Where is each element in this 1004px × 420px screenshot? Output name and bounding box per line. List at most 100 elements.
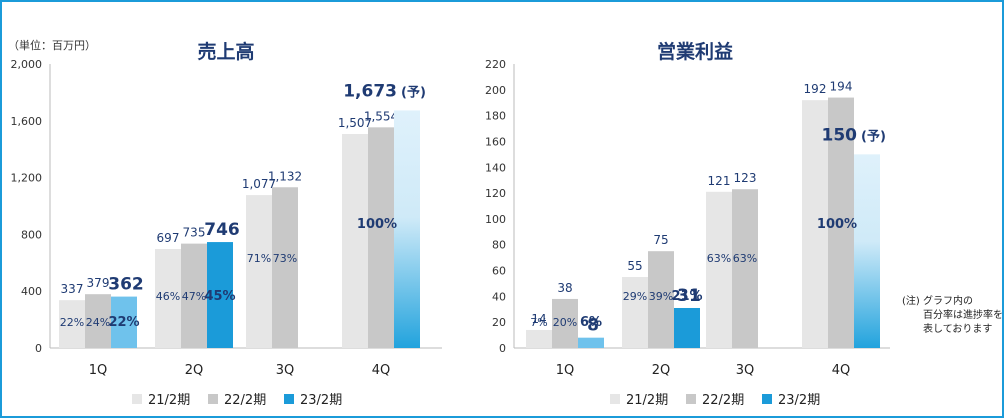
value-label: 697 bbox=[157, 231, 180, 245]
legend-right: 21/2期 22/2期 23/2期 bbox=[610, 393, 820, 408]
value-label-23: 746 bbox=[204, 220, 240, 240]
progress-pct-label: 100% bbox=[357, 217, 397, 232]
bar-22-2期-2Q bbox=[181, 243, 207, 348]
value-label-23: 8 bbox=[587, 316, 599, 336]
forecast-mark-label: (予) bbox=[861, 129, 886, 144]
x-category-label: 3Q bbox=[736, 363, 755, 378]
value-label: 1,077 bbox=[242, 177, 276, 191]
y-tick-label: 140 bbox=[485, 161, 506, 174]
progress-pct-label: 21% bbox=[671, 289, 702, 304]
progress-pct-label: 39% bbox=[649, 290, 673, 303]
value-label: 38 bbox=[557, 281, 572, 295]
bar-21-2期-3Q bbox=[246, 195, 272, 348]
chart-title-sales: 売上高 bbox=[197, 40, 254, 63]
progress-pct-label: 24% bbox=[86, 316, 110, 329]
value-label: 75 bbox=[653, 233, 668, 247]
value-label-23: 362 bbox=[108, 275, 144, 295]
progress-pct-label: 20% bbox=[553, 316, 577, 329]
progress-pct-label: 46% bbox=[156, 290, 180, 303]
y-tick-label: 0 bbox=[35, 342, 42, 355]
legend-label-23: 23/2期 bbox=[778, 393, 820, 408]
y-tick-label: 220 bbox=[485, 58, 506, 71]
legend-swatch-23 bbox=[762, 394, 772, 404]
value-label: 1,554 bbox=[364, 109, 398, 123]
value-label: 192 bbox=[804, 82, 827, 96]
value-label: 123 bbox=[734, 171, 757, 185]
bar-23-2期-1Q bbox=[111, 296, 137, 348]
progress-pct-label: 63% bbox=[707, 252, 731, 265]
progress-pct-label: 22% bbox=[60, 316, 84, 329]
x-category-label: 2Q bbox=[652, 363, 671, 378]
y-tick-label: 2,000 bbox=[11, 58, 43, 71]
progress-pct-label: 45% bbox=[204, 289, 235, 304]
value-label: 194 bbox=[830, 80, 853, 94]
note-line-3: 表しております bbox=[923, 322, 992, 335]
legend-label-22: 22/2期 bbox=[702, 393, 744, 408]
bar-23-2期-4Q bbox=[394, 110, 420, 349]
bar-23-2期-2Q bbox=[207, 242, 233, 348]
progress-pct-label: 47% bbox=[182, 290, 206, 303]
progress-pct-label: 73% bbox=[273, 252, 297, 265]
bar-22-2期-3Q bbox=[272, 187, 298, 348]
forecast-value-label: 1,673 bbox=[343, 81, 397, 101]
y-tick-label: 180 bbox=[485, 110, 506, 123]
note-mark: (注) bbox=[902, 294, 920, 307]
bar-22-2期-4Q bbox=[368, 127, 394, 348]
bar-21-2期-2Q bbox=[622, 277, 648, 348]
progress-pct-label: 29% bbox=[623, 290, 647, 303]
legend-swatch-21 bbox=[132, 394, 142, 404]
y-tick-label: 400 bbox=[21, 285, 42, 298]
y-tick-label: 120 bbox=[485, 187, 506, 200]
value-label: 337 bbox=[61, 282, 84, 296]
y-tick-label: 160 bbox=[485, 135, 506, 148]
progress-pct-label: 63% bbox=[733, 252, 757, 265]
legend-label-21: 21/2期 bbox=[148, 393, 190, 408]
forecast-value-label: 150 bbox=[822, 125, 858, 145]
progress-pct-label: 22% bbox=[108, 315, 139, 330]
value-label: 379 bbox=[87, 276, 110, 290]
legend-swatch-21 bbox=[610, 394, 620, 404]
x-category-label: 3Q bbox=[276, 363, 295, 378]
bar-21-2期-1Q bbox=[526, 329, 552, 348]
value-label: 14 bbox=[531, 312, 546, 326]
bar-23-2期-1Q bbox=[578, 337, 604, 348]
x-category-label: 1Q bbox=[89, 363, 108, 378]
bar-23-2期-4Q bbox=[854, 154, 880, 348]
y-tick-label: 60 bbox=[492, 265, 506, 278]
bar-21-2期-4Q bbox=[802, 100, 828, 349]
bar-22-2期-3Q bbox=[732, 189, 758, 348]
progress-pct-label: 7% bbox=[530, 316, 547, 329]
legend-label-22: 22/2期 bbox=[224, 393, 266, 408]
value-label: 735 bbox=[183, 226, 206, 240]
y-tick-label: 1,200 bbox=[11, 172, 43, 185]
y-tick-label: 80 bbox=[492, 239, 506, 252]
y-tick-label: 800 bbox=[21, 228, 42, 241]
note-line-1: グラフ内の bbox=[923, 294, 973, 307]
legend-swatch-22 bbox=[686, 394, 696, 404]
bar-21-2期-3Q bbox=[706, 191, 732, 348]
unit-label: （単位：百万円） bbox=[8, 38, 96, 52]
x-category-label: 4Q bbox=[372, 363, 391, 378]
y-tick-label: 0 bbox=[499, 342, 506, 355]
y-tick-label: 40 bbox=[492, 290, 506, 303]
chart-title-operating-profit: 営業利益 bbox=[657, 40, 733, 63]
bar-22-2期-4Q bbox=[828, 97, 854, 349]
value-label-23: 31 bbox=[677, 286, 701, 306]
bar-21-2期-4Q bbox=[342, 134, 368, 348]
bar-22-2期-2Q bbox=[648, 251, 674, 348]
value-label: 1,132 bbox=[268, 169, 302, 183]
y-tick-label: 1,600 bbox=[11, 115, 43, 128]
y-tick-label: 200 bbox=[485, 84, 506, 97]
value-label: 1,507 bbox=[338, 116, 372, 130]
bar-22-2期-1Q bbox=[85, 294, 111, 348]
bar-22-2期-1Q bbox=[552, 298, 578, 348]
y-tick-label: 100 bbox=[485, 213, 506, 226]
bar-21-2期-1Q bbox=[59, 300, 85, 348]
value-label: 121 bbox=[708, 174, 731, 188]
bar-23-2期-2Q bbox=[674, 307, 700, 348]
x-category-label: 2Q bbox=[185, 363, 204, 378]
progress-pct-label: 6% bbox=[580, 315, 602, 330]
x-category-label: 4Q bbox=[832, 363, 851, 378]
